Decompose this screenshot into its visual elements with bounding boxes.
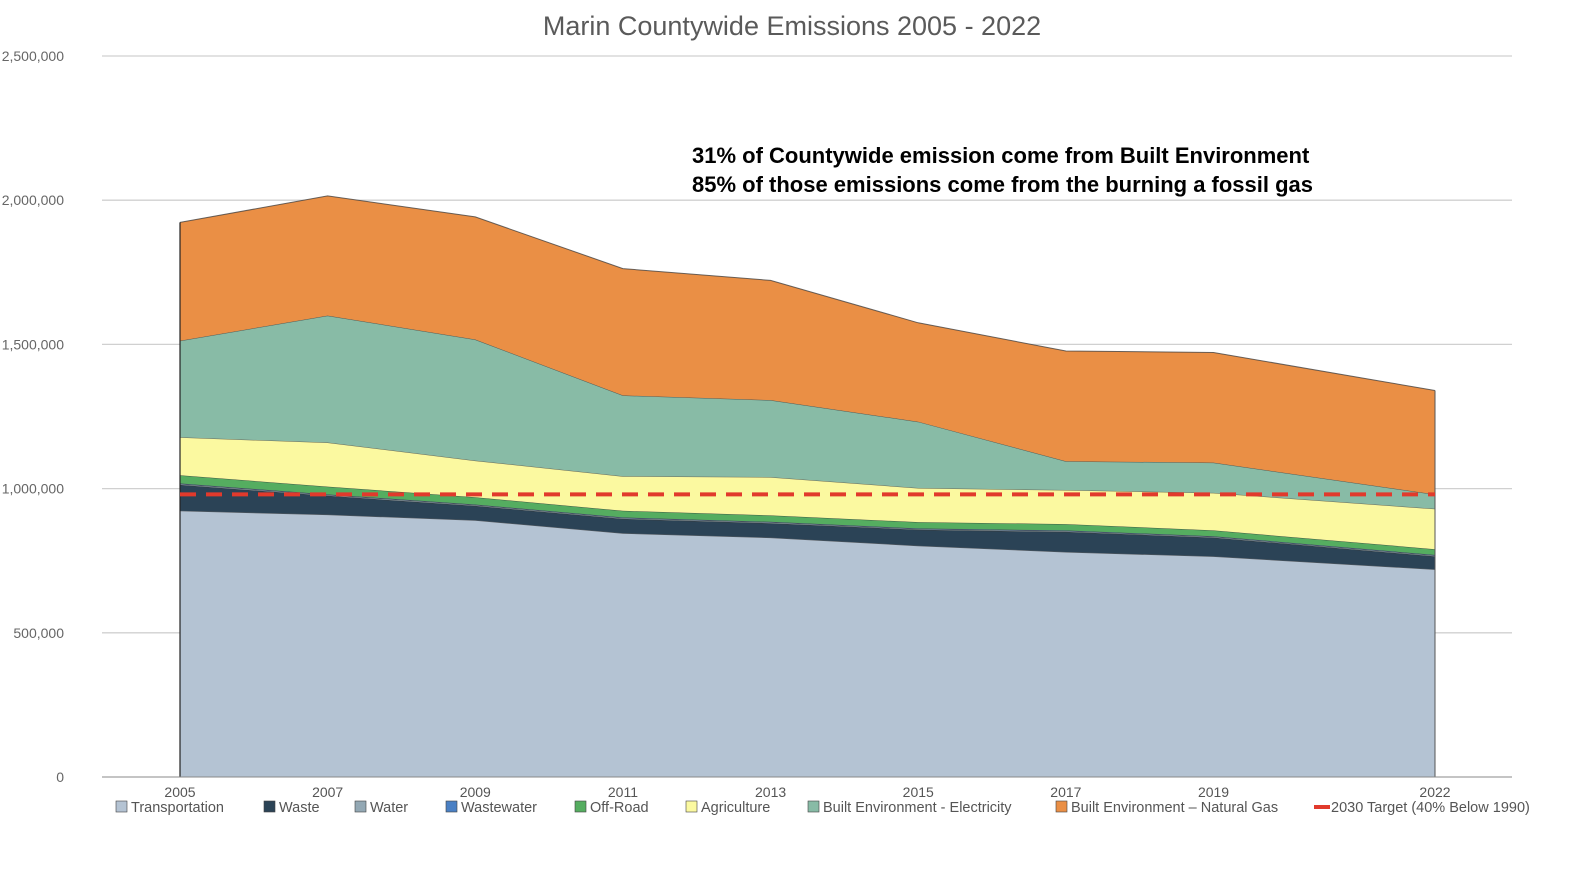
annotations: 31% of Countywide emission come from Bui… xyxy=(692,143,1313,197)
x-tick-label: 2015 xyxy=(903,784,934,800)
x-tick-label: 2007 xyxy=(312,784,343,800)
legend-item: Built Environment - Electricity xyxy=(807,800,1012,816)
y-tick-label: 2,500,000 xyxy=(2,48,64,64)
x-tick-label: 2005 xyxy=(164,784,195,800)
x-tick-label: 2013 xyxy=(755,784,786,800)
legend-label: Agriculture xyxy=(701,800,770,816)
legend-label: Off-Road xyxy=(590,800,649,816)
legend-item: Waste xyxy=(263,800,320,816)
legend-swatch xyxy=(263,800,276,813)
y-tick-label: 500,000 xyxy=(13,625,64,641)
stacked-areas xyxy=(179,195,1436,777)
area-7 xyxy=(180,195,1435,495)
annotation-line-2: 85% of those emissions come from the bur… xyxy=(692,172,1313,197)
legend-label: Wastewater xyxy=(461,800,537,816)
area-6 xyxy=(180,315,1435,509)
legend-item: Transportation xyxy=(115,800,224,816)
x-axis-ticks: 2005 2007 2009 2011 2013 2015 2017 2019 2022 xyxy=(164,784,1450,800)
y-tick-label: 1,500,000 xyxy=(2,336,64,352)
area-1 xyxy=(180,484,1435,570)
legend-swatch xyxy=(807,800,820,813)
y-tick-label: 0 xyxy=(56,769,64,785)
legend-label: 2030 Target (40% Below 1990) xyxy=(1331,800,1530,816)
area-0 xyxy=(180,510,1435,777)
legend-label: Built Environment - Electricity xyxy=(823,800,1012,816)
legend-item: Agriculture xyxy=(685,800,770,816)
legend-swatch xyxy=(574,800,587,813)
legend-swatch xyxy=(1055,800,1068,813)
legend-item: Water xyxy=(354,800,408,816)
legend-swatch xyxy=(354,800,367,813)
x-tick-label: 2011 xyxy=(608,784,638,800)
y-tick-label: 1,000,000 xyxy=(2,481,64,497)
legend-item: Built Environment – Natural Gas xyxy=(1055,800,1278,816)
legend-label: Waste xyxy=(279,800,320,816)
legend-item: 2030 Target (40% Below 1990) xyxy=(1314,800,1530,816)
legend-swatch xyxy=(115,800,128,813)
y-tick-label: 2,000,000 xyxy=(2,192,64,208)
x-tick-label: 2017 xyxy=(1050,784,1081,800)
legend-item: Wastewater xyxy=(445,800,537,816)
annotation-line-1: 31% of Countywide emission come from Bui… xyxy=(692,143,1310,168)
area-edge-7 xyxy=(179,195,1436,391)
legend: Transportation Waste Water Wastewater Off-Ro… xyxy=(115,800,1530,816)
chart-title: Marin Countywide Emissions 2005 - 2022 xyxy=(543,11,1041,41)
legend-item: Off-Road xyxy=(574,800,649,816)
legend-label: Water xyxy=(370,800,408,816)
x-tick-label: 2009 xyxy=(460,784,491,800)
legend-label: Built Environment – Natural Gas xyxy=(1071,800,1278,816)
y-axis-ticks: 0 500,000 1,000,000 1,500,000 2,000,000 2,500… xyxy=(2,48,65,785)
x-tick-label: 2022 xyxy=(1419,784,1450,800)
legend-label: Transportation xyxy=(131,800,224,816)
legend-swatch xyxy=(445,800,458,813)
x-tick-label: 2019 xyxy=(1198,784,1229,800)
legend-swatch xyxy=(685,800,698,813)
